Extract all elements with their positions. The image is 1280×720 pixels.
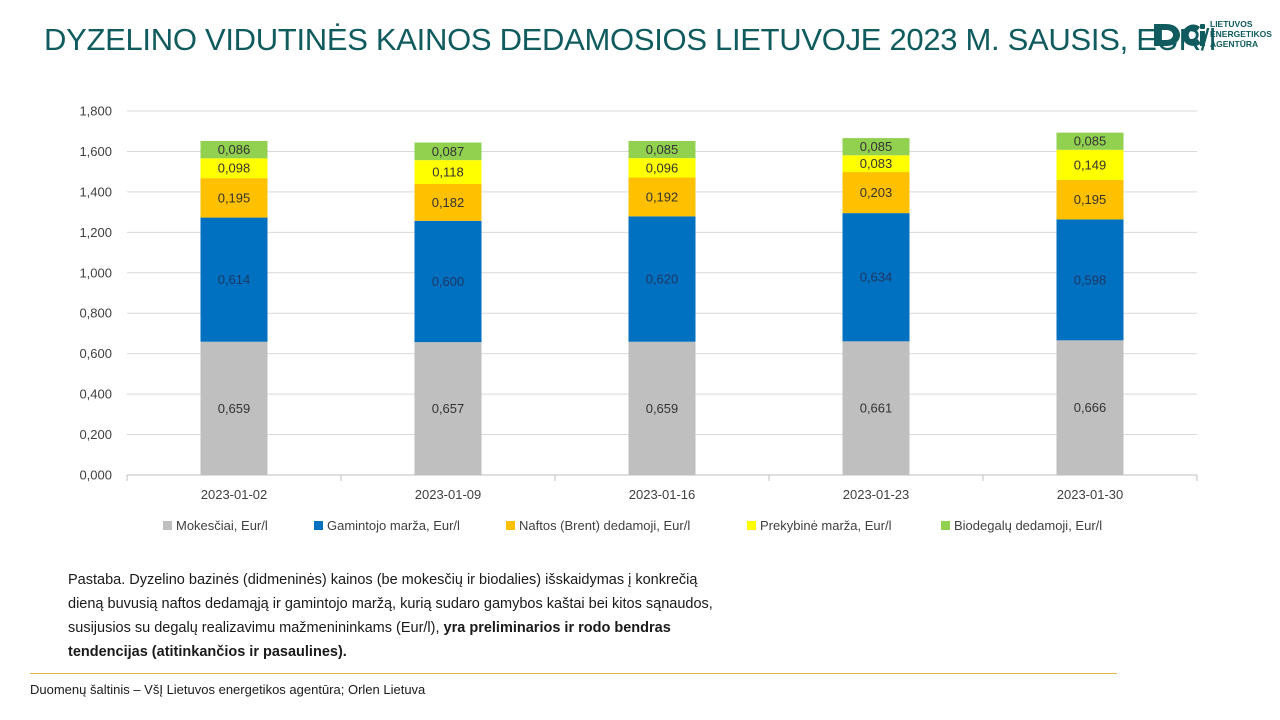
note-bold: yra preliminarios ir rodo bendras tenden… [68, 620, 671, 660]
stacked-bar-chart: 0,000 0,200 0,400 0,600 0,800 1,000 1,200 1,400… [79, 104, 1198, 533]
legend-swatch [506, 521, 515, 530]
y-axis-ticks: 0,000 0,200 0,400 0,600 0,800 1,000 1,200 1,400… [79, 104, 112, 483]
y-tick-label: 0,800 [79, 306, 112, 321]
bar-segment [1056, 132, 1124, 150]
x-tick-label: 2023-01-09 [415, 487, 482, 502]
bar-segment [200, 178, 268, 218]
data-label: 0,661 [860, 401, 893, 416]
data-label: 0,634 [860, 270, 893, 285]
data-label: 0,620 [646, 272, 679, 287]
bar-segment [414, 342, 482, 475]
data-label: 0,182 [432, 195, 465, 210]
data-label: 0,087 [432, 144, 465, 159]
y-tick-label: 0,200 [79, 427, 112, 442]
data-label: 0,098 [218, 161, 251, 176]
x-tick-label: 2023-01-02 [201, 487, 268, 502]
bar-segment [1056, 179, 1124, 220]
data-label: 0,614 [218, 272, 251, 287]
bar-segment [842, 213, 910, 342]
legend-swatch [314, 521, 323, 530]
legend-label: Mokesčiai, Eur/l [176, 518, 268, 533]
data-label: 0,203 [860, 185, 893, 200]
page-title: DYZELINO VIDUTINĖS KAINOS DEDAMOSIOS LIE… [44, 22, 1216, 57]
bar-segment [628, 140, 696, 159]
legend-swatch [163, 521, 172, 530]
y-tick-label: 1,600 [79, 144, 112, 159]
note-text: Pastaba. Dyzelino bazinės (didmeninės) k… [68, 568, 728, 664]
data-label: 0,085 [646, 142, 679, 157]
bar-segment [1056, 149, 1124, 180]
y-tick-label: 0,400 [79, 387, 112, 402]
bar-segment [200, 140, 268, 159]
footer-divider [30, 673, 1117, 674]
bar-segment [628, 158, 696, 178]
chart-bars: 0,659 0,614 0,195 0,098 0,086 0,657 0,600 0,182… [200, 132, 1124, 475]
data-label: 0,085 [1074, 134, 1107, 149]
bar-segment [628, 177, 696, 217]
bar-segment [414, 160, 482, 185]
legend-label: Naftos (Brent) dedamoji, Eur/l [519, 518, 690, 533]
x-tick-label: 2023-01-23 [843, 487, 910, 502]
bar-segment [200, 158, 268, 179]
bar-segment [200, 217, 268, 342]
bar-segment [414, 184, 482, 221]
x-axis-ticks: 2023-01-02 2023-01-09 2023-01-16 2023-01-23… [201, 487, 1124, 502]
data-label: 0,195 [1074, 192, 1107, 207]
data-label: 0,666 [1074, 400, 1107, 415]
logo-text: LIETUVOS ENERGETIKOS AGENTŪRA [1210, 19, 1272, 49]
bar-segment [628, 341, 696, 475]
x-tick-label: 2023-01-30 [1057, 487, 1124, 502]
legend-swatch [941, 521, 950, 530]
bar-segment [414, 220, 482, 343]
bar-segment [842, 341, 910, 475]
x-tick-label: 2023-01-16 [629, 487, 696, 502]
source-text: Duomenų šaltinis – VšĮ Lietuvos energeti… [30, 682, 426, 697]
data-label: 0,192 [646, 189, 679, 204]
data-label: 0,600 [432, 274, 465, 289]
legend-label: Gamintojo marža, Eur/l [327, 518, 460, 533]
chart-legend: Mokesčiai, Eur/l Gamintojo marža, Eur/l Na… [163, 518, 1102, 533]
data-label: 0,083 [860, 156, 893, 171]
data-label: 0,149 [1074, 157, 1107, 172]
data-label: 0,085 [860, 139, 893, 154]
bar-segment [1056, 340, 1124, 475]
bar-segment [200, 341, 268, 475]
bar-segment [1056, 219, 1124, 341]
bar-segment [414, 142, 482, 161]
y-tick-label: 1,400 [79, 184, 112, 199]
y-tick-label: 0,000 [79, 468, 112, 483]
data-label: 0,195 [218, 190, 251, 205]
data-label: 0,659 [646, 401, 679, 416]
note-regular: Pastaba. Dyzelino bazinės (didmeninės) k… [68, 572, 713, 636]
y-tick-label: 1,200 [79, 225, 112, 240]
bar-segment [842, 138, 910, 156]
data-label: 0,096 [646, 160, 679, 175]
y-tick-label: 1,800 [79, 104, 112, 119]
legend-label: Prekybinė marža, Eur/l [760, 518, 892, 533]
lea-logo-icon [1154, 24, 1205, 46]
data-label: 0,657 [432, 401, 465, 416]
legend-label: Biodegalų dedamoji, Eur/l [954, 518, 1102, 533]
legend-swatch [747, 521, 756, 530]
bar-segment [842, 172, 910, 214]
data-label: 0,086 [218, 142, 251, 157]
bar-segment [842, 155, 910, 173]
bar-segment [628, 216, 696, 342]
data-label: 0,118 [432, 165, 464, 180]
y-tick-label: 1,000 [79, 265, 112, 280]
data-label: 0,659 [218, 401, 251, 416]
y-tick-label: 0,600 [79, 346, 112, 361]
data-label: 0,598 [1074, 272, 1107, 287]
